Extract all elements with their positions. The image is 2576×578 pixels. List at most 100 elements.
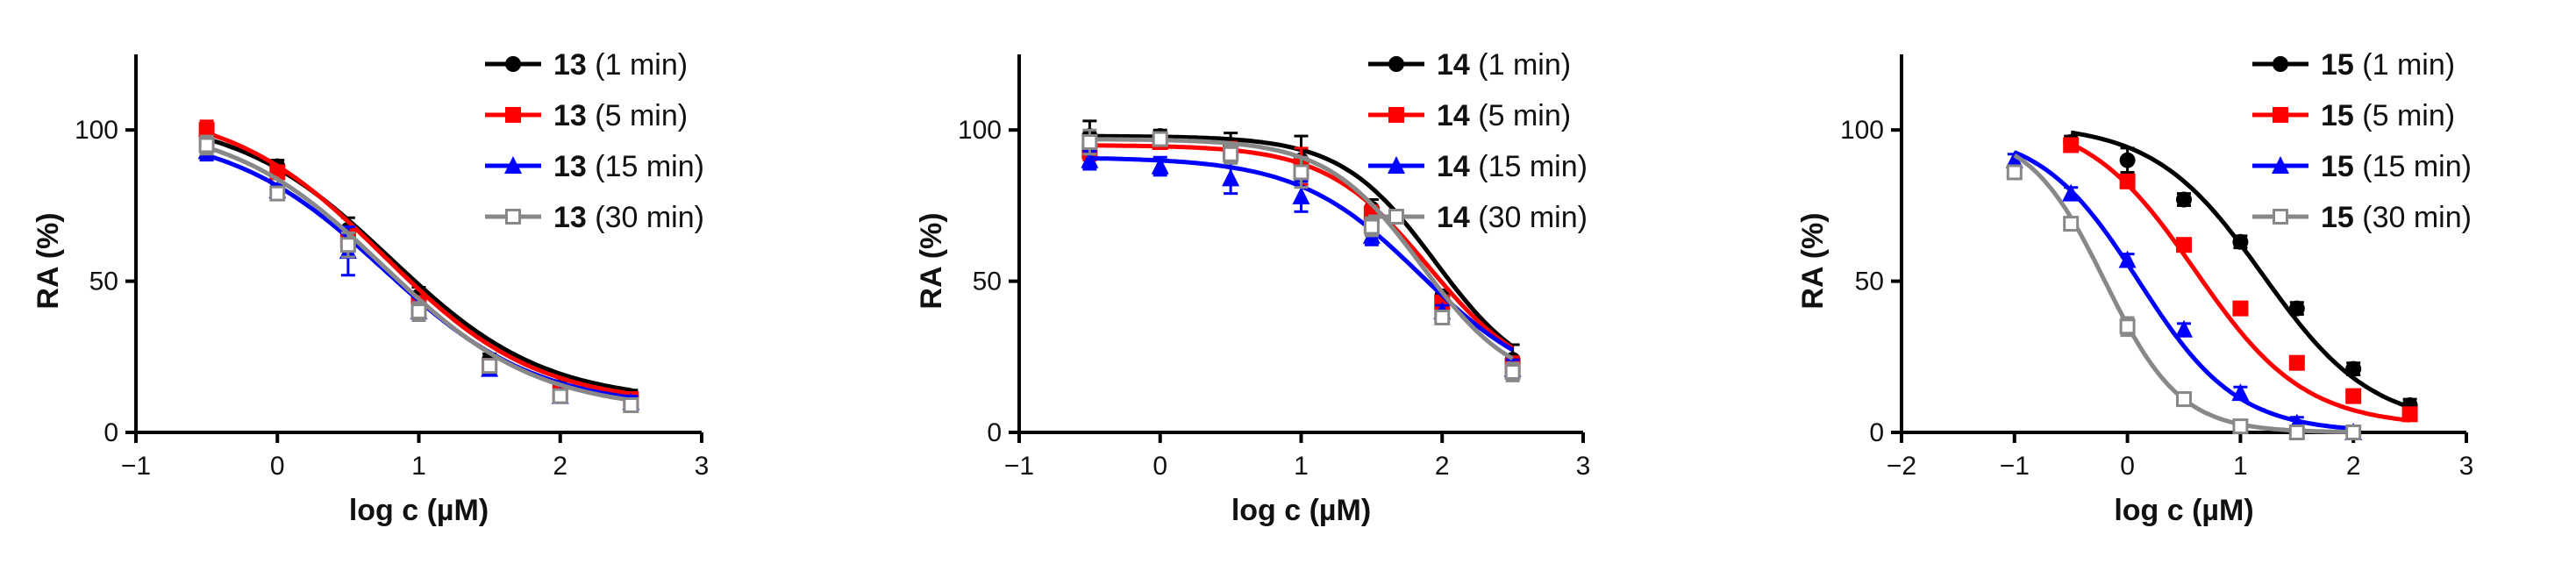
legend-label: 15 (30 min) [2321,201,2472,234]
x-tick-label: 0 [270,452,285,481]
data-point [482,358,498,375]
y-axis-title: RA (%) [32,212,65,309]
data-point [2231,383,2250,402]
data-point [1152,131,1168,147]
data-point [2232,300,2249,317]
legend-marker [1388,156,1405,174]
x-tick-label: −1 [1004,452,1034,481]
x-tick-label: −1 [2000,452,2030,481]
legend-marker [2273,56,2288,72]
data-point [1151,156,1169,175]
legend-label: 14 (5 min) [1437,99,1571,132]
legend-label: 13 (5 min) [553,99,688,132]
y-tick-label: 50 [973,268,1002,296]
y-tick-label: 0 [103,418,118,447]
data-point [2288,354,2305,371]
data-point [2345,388,2362,404]
x-tick-label: 0 [2120,452,2135,481]
data-point [198,122,215,139]
legend-label: 14 (1 min) [1437,48,1571,82]
data-point [2401,406,2418,423]
chart-3: 0 50 100 −2 −1 0 1 2 3 log c (µM) RA (%) 15 (1 min)… [1796,48,2473,527]
data-point [2288,300,2305,317]
data-point [339,237,356,253]
data-point [1434,309,1451,325]
data-point [2119,152,2136,168]
data-point [1081,150,1099,168]
y-axis-title: RA (%) [915,212,948,309]
x-tick-label: −2 [1887,452,1916,481]
data-point [2175,319,2193,338]
data-point [2232,233,2249,250]
legend-item: 13 (1 min) [485,48,688,82]
series-4 [1081,128,1521,382]
data-point [2063,216,2080,232]
legend-item: 14 (30 min) [1368,201,1588,234]
legend-label: 15 (15 min) [2321,150,2472,183]
legend-marker [505,209,521,225]
y-axis-title: RA (%) [1796,212,1830,309]
x-tick-label: 3 [695,452,710,481]
data-point [2288,425,2305,440]
data-point [269,185,286,202]
data-point [1293,164,1309,181]
legend-label: 13 (1 min) [553,48,688,82]
legend-item: 15 (1 min) [2252,48,2455,82]
legend-marker [1388,209,1404,225]
series-2 [2063,137,2418,423]
legend-item: 13 (15 min) [485,150,704,183]
y-tick-label: 100 [1840,116,1884,145]
legend-marker [2273,209,2288,225]
legend-marker [2272,156,2289,174]
legend-item: 13 (5 min) [485,99,688,132]
legend-label: 15 (1 min) [2321,48,2455,82]
legend-item: 14 (1 min) [1368,48,1571,82]
data-point [1081,133,1098,150]
legend-marker [504,156,522,174]
legend-label: 14 (15 min) [1437,150,1588,183]
y-tick-label: 50 [1855,268,1884,296]
x-tick-label: 1 [1294,452,1309,481]
x-tick-label: 3 [2459,452,2474,481]
x-tick-label: 0 [1152,452,1167,481]
legend-item: 14 (5 min) [1368,99,1571,132]
legend-label: 14 (30 min) [1437,201,1588,234]
x-tick-label: 3 [1576,452,1591,481]
legend-marker [1388,107,1404,123]
legend-label: 15 (5 min) [2321,99,2455,132]
y-tick-label: 0 [1869,418,1884,447]
x-tick-label: 1 [411,452,426,481]
legend-label: 13 (15 min) [553,150,704,183]
data-point [2345,425,2362,440]
data-point [1222,168,1240,187]
legend-marker [1388,56,1404,72]
data-point [623,396,639,413]
x-axis-title: log c (µM) [349,494,489,527]
x-axis-title: log c (µM) [2114,494,2253,527]
data-point [2119,173,2136,189]
data-point [2176,237,2192,253]
data-point [2062,183,2080,202]
legend-label: 13 (30 min) [553,201,704,234]
y-tick-label: 100 [958,116,1002,145]
x-tick-label: 2 [2346,452,2361,481]
data-point [2176,191,2192,208]
y-tick-label: 100 [75,116,118,145]
series-4 [198,134,639,413]
data-point [2119,318,2136,335]
data-point [198,137,215,153]
legend-item: 15 (15 min) [2252,150,2472,183]
legend-item: 15 (30 min) [2252,201,2472,234]
y-tick-label: 0 [987,418,1002,447]
data-point [2118,250,2137,268]
data-point [2232,418,2249,435]
legend-item: 15 (5 min) [2252,99,2455,132]
data-point [2345,360,2362,377]
x-tick-label: 2 [553,452,567,481]
data-point [2063,137,2080,153]
data-point [2005,150,2023,168]
data-point [2176,391,2192,408]
